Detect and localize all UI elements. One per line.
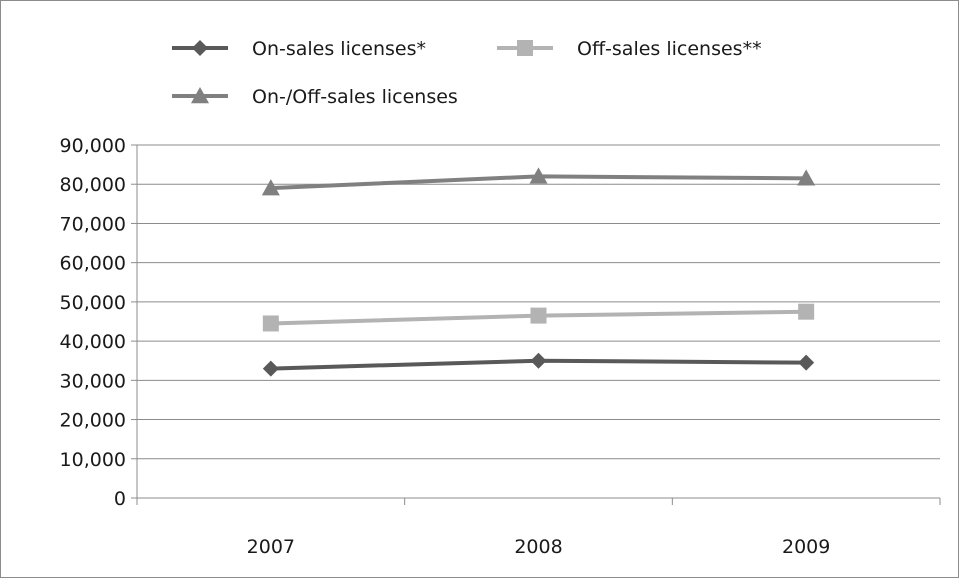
legend-marker-diamond [192, 40, 208, 56]
legend-label: Off-sales licenses** [577, 38, 762, 60]
y-tick-label: 0 [114, 488, 126, 510]
data-point-square [798, 303, 815, 320]
legend-marker-triangle [191, 87, 209, 104]
x-tick-label: 2008 [514, 536, 562, 558]
y-tick-label: 50,000 [60, 292, 126, 314]
legend-label: On-/Off-sales licenses [252, 86, 458, 108]
y-tick-label: 90,000 [60, 135, 126, 157]
data-point-triangle [529, 167, 548, 184]
gridlines [137, 144, 940, 460]
legend: On-sales licenses* Off-sales licenses** On… [172, 38, 762, 108]
data-point-diamond [262, 360, 279, 377]
y-axis-tick-labels: 0 10,000 20,000 30,000 40,000 50,000 60,000 70,… [60, 135, 126, 510]
data-point-diamond [798, 354, 815, 371]
data-point-diamond [530, 352, 547, 369]
data-point-square [262, 315, 279, 332]
y-tick-label: 30,000 [60, 370, 126, 392]
axes [131, 144, 941, 505]
data-point-triangle [797, 169, 816, 186]
y-tick-label: 80,000 [60, 174, 126, 196]
legend-marker-square [517, 40, 533, 56]
x-tick-label: 2009 [782, 536, 830, 558]
y-tick-label: 40,000 [60, 331, 126, 353]
data-point-triangle [261, 179, 280, 196]
y-tick-label: 10,000 [60, 449, 126, 471]
x-tick-label: 2007 [247, 536, 295, 558]
y-tick-label: 60,000 [60, 253, 126, 275]
y-tick-label: 70,000 [60, 213, 126, 235]
series-group [261, 167, 816, 377]
y-tick-label: 20,000 [60, 410, 126, 432]
x-axis-tick-labels: 2007 2008 2009 [247, 536, 831, 558]
legend-label: On-sales licenses* [252, 38, 426, 60]
data-point-square [530, 307, 547, 324]
